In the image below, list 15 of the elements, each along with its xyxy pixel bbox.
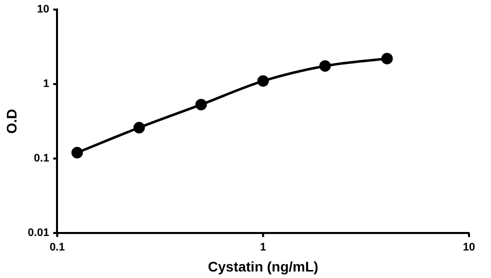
point <box>319 60 331 72</box>
point <box>71 146 83 158</box>
point <box>133 122 145 134</box>
point <box>381 52 393 64</box>
x-tick-label: 1 <box>260 242 266 254</box>
y-tick-label: 0.1 <box>34 152 50 165</box>
y-tick-label: 10 <box>36 4 50 16</box>
y-axis-title: O.D <box>3 108 20 134</box>
x-tick-label: 10 <box>462 242 476 254</box>
x-tick-label: 0.1 <box>50 242 65 254</box>
y-tick-label: 1 <box>43 78 50 90</box>
point <box>257 75 269 87</box>
y-tick-label: 0.01 <box>28 227 50 240</box>
point <box>195 98 207 110</box>
x-axis-title: Cystatin (ng/mL) <box>208 258 318 274</box>
